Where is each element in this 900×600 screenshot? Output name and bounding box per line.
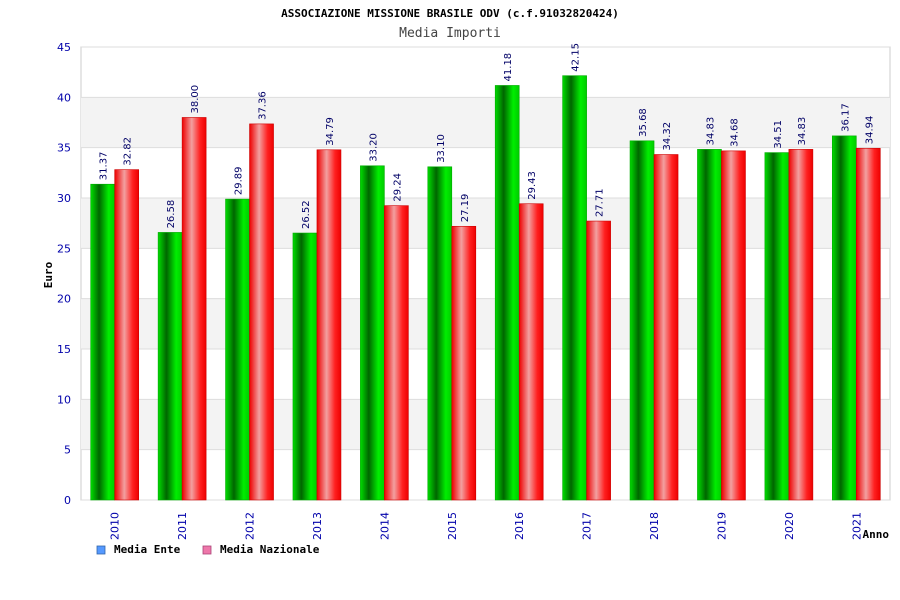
- value-label: 33.10: [436, 134, 447, 163]
- value-label: 34.51: [773, 120, 784, 149]
- y-tick-label: 30: [57, 192, 71, 205]
- value-label: 37.36: [258, 91, 269, 120]
- bar-media-nazionale: [249, 123, 274, 501]
- y-tick-label: 10: [57, 393, 71, 406]
- x-tick-label: 2017: [581, 512, 594, 540]
- x-tick-label: 2014: [378, 512, 391, 540]
- gridlines: [81, 46, 890, 501]
- chart-title: ASSOCIAZIONE MISSIONE BRASILE ODV (c.f.9…: [281, 7, 619, 20]
- value-label: 34.68: [729, 118, 740, 147]
- bar-media-ente: [697, 149, 722, 501]
- x-tick-label: 2010: [109, 512, 122, 540]
- x-tick-label: 2015: [446, 512, 459, 540]
- plot-area: [80, 46, 891, 501]
- legend-swatch-nazionale: [202, 545, 212, 555]
- bar-media-ente: [427, 166, 453, 501]
- y-axis-label: Euro: [42, 261, 55, 288]
- x-tick-label: 2016: [513, 512, 526, 540]
- y-tick-label: 5: [64, 444, 71, 457]
- bar-media-ente: [225, 198, 250, 501]
- bar-media-ente: [157, 232, 183, 501]
- value-labels: 31.37 32.82 26.58 38.00 29.89 37.36 26.52 34.79…: [99, 43, 876, 229]
- bar-media-nazionale: [653, 154, 679, 501]
- grid-band: [81, 198, 890, 249]
- bar-media-ente: [629, 140, 655, 501]
- bar-media-ente: [764, 152, 790, 501]
- bar-media-nazionale: [586, 220, 611, 501]
- grid-band: [81, 298, 890, 349]
- value-label: 38.00: [190, 85, 201, 114]
- chart-subtitle: Media Importi: [399, 26, 501, 41]
- x-tick-label: 2012: [244, 512, 257, 540]
- value-label: 34.83: [705, 117, 716, 146]
- x-axis-label: Anno: [863, 528, 890, 541]
- value-label: 41.18: [503, 53, 514, 82]
- y-axis-ticks: 0 5 10 15 20 25 30 35 40 45: [57, 41, 71, 507]
- value-label: 26.58: [166, 200, 177, 229]
- bar-media-nazionale: [855, 147, 881, 501]
- value-label: 29.43: [527, 171, 538, 200]
- bars: [90, 75, 881, 501]
- x-axis-ticks: 2010 2011 2012 2013 2014 2015 2016 2017 2018 2019…: [109, 512, 864, 540]
- y-tick-label: 15: [57, 343, 71, 356]
- bar-media-nazionale: [518, 203, 544, 501]
- bar-media-ente: [360, 165, 385, 501]
- value-label: 35.68: [638, 108, 649, 137]
- y-tick-label: 35: [57, 142, 71, 155]
- bar-media-nazionale: [788, 149, 814, 501]
- grid-band: [81, 399, 890, 450]
- value-label: 42.15: [571, 43, 582, 72]
- value-label: 33.20: [368, 133, 379, 162]
- bar-media-ente: [562, 75, 587, 501]
- y-tick-label: 20: [57, 293, 71, 306]
- value-label: 36.17: [840, 103, 851, 132]
- bar-media-nazionale: [316, 149, 342, 501]
- bar-media-nazionale: [451, 225, 477, 501]
- value-label: 27.19: [460, 194, 471, 223]
- bar-media-nazionale: [114, 169, 140, 501]
- bar-media-ente: [292, 232, 318, 501]
- bar-media-ente: [90, 183, 116, 501]
- legend-swatch-ente: [96, 545, 106, 555]
- value-label: 34.79: [325, 117, 336, 146]
- value-label: 32.82: [123, 137, 134, 166]
- x-tick-label: 2018: [648, 512, 661, 540]
- x-tick-label: 2011: [176, 512, 189, 540]
- bar-media-nazionale: [721, 150, 746, 501]
- value-label: 34.83: [797, 117, 808, 146]
- bar-media-ente: [494, 85, 520, 501]
- x-tick-label: 2021: [850, 512, 863, 540]
- y-tick-label: 40: [57, 91, 71, 104]
- x-tick-label: 2019: [715, 512, 728, 540]
- bar-media-nazionale: [181, 117, 207, 501]
- y-tick-label: 25: [57, 242, 71, 255]
- x-tick-label: 2020: [783, 512, 796, 540]
- legend-label-ente: Media Ente: [114, 543, 181, 556]
- y-tick-label: 0: [64, 494, 71, 507]
- value-label: 27.71: [595, 188, 606, 217]
- value-label: 34.32: [662, 122, 673, 151]
- grid-band: [81, 97, 890, 148]
- value-label: 29.89: [234, 166, 245, 195]
- value-label: 31.37: [99, 152, 110, 181]
- y-tick-label: 45: [57, 41, 71, 54]
- x-tick-label: 2013: [311, 512, 324, 540]
- legend-label-nazionale: Media Nazionale: [220, 543, 320, 556]
- value-label: 34.94: [864, 116, 875, 145]
- bar-media-nazionale: [384, 205, 409, 501]
- value-label: 26.52: [301, 200, 312, 229]
- bar-media-ente: [831, 135, 857, 501]
- value-label: 29.24: [392, 173, 403, 202]
- legend: Media Ente Media Nazionale: [96, 543, 320, 556]
